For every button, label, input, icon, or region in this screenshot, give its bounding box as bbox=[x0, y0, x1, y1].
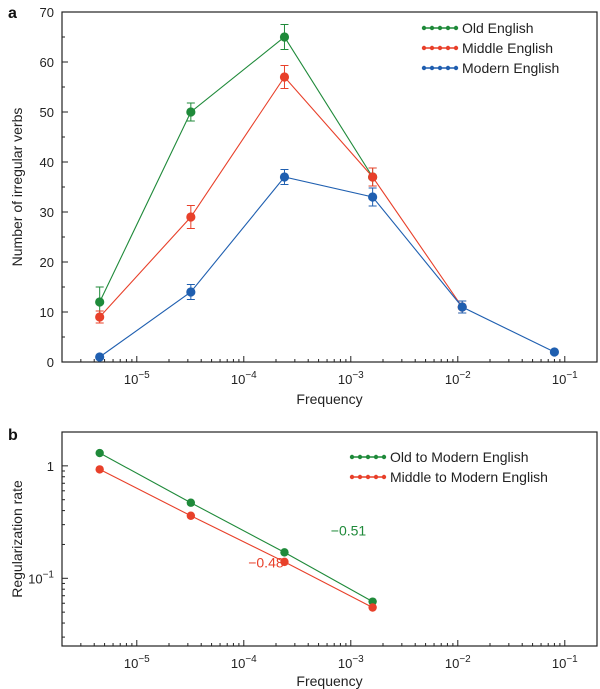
data-point bbox=[368, 192, 378, 202]
panel-a-y-tick-label: 70 bbox=[40, 5, 54, 20]
legend-swatch-dot bbox=[453, 45, 459, 51]
data-point bbox=[368, 597, 377, 606]
legend-entry: Modern English bbox=[462, 60, 559, 76]
panel-b: b 10−5 10−4 10−3 10−2 10−1 1 10−1 Frequency R… bbox=[8, 427, 598, 689]
panel-b-x-axis-title: Frequency bbox=[296, 673, 362, 689]
data-point bbox=[280, 557, 289, 567]
panel-a-x-tick-label: 10−2 bbox=[445, 370, 471, 387]
panel-b-annotations: −0.51 −0.48 bbox=[248, 523, 366, 571]
data-point bbox=[457, 302, 467, 312]
panel-b-x-tick-label: 10−5 bbox=[124, 654, 150, 671]
panel-b-x-tick-label: 10−3 bbox=[338, 654, 364, 671]
legend-swatch-dot bbox=[373, 474, 379, 480]
data-point bbox=[549, 347, 560, 357]
legend-swatch-dot bbox=[453, 65, 459, 71]
data-point bbox=[95, 297, 105, 307]
panel-b-x-tick-label: 10−1 bbox=[552, 654, 578, 671]
legend-swatch-dot bbox=[429, 25, 435, 31]
panel-a-y-tick-label: 30 bbox=[40, 205, 54, 220]
panel-a-label: a bbox=[8, 5, 17, 22]
panel-b-label: b bbox=[8, 427, 18, 444]
data-point bbox=[280, 548, 289, 557]
data-point bbox=[186, 287, 196, 297]
legend-swatch-dot bbox=[421, 65, 427, 71]
panel-a-x-tick-label: 10−1 bbox=[552, 370, 578, 387]
legend-swatch-dot bbox=[365, 454, 371, 460]
legend-swatch-dot bbox=[429, 65, 435, 71]
panel-a-y-tick-label: 10 bbox=[40, 305, 54, 320]
panel-a-x-axis-title: Frequency bbox=[296, 391, 362, 407]
legend-swatch-dot bbox=[373, 454, 379, 460]
panel-b-y-tick-label: 10−1 bbox=[28, 569, 54, 586]
panel-a-x-tick-label: 10−3 bbox=[338, 370, 364, 387]
data-point bbox=[279, 72, 290, 82]
data-point bbox=[95, 312, 105, 322]
data-point bbox=[279, 32, 290, 42]
data-point bbox=[186, 511, 196, 520]
regression-line-1 bbox=[99, 468, 373, 608]
legend-swatch-dot bbox=[421, 45, 427, 51]
series-line-0 bbox=[99, 36, 374, 303]
panel-a-y-tick-label: 60 bbox=[40, 55, 54, 70]
legend-swatch-dot bbox=[445, 25, 451, 31]
regression-line-0 bbox=[99, 452, 373, 603]
panel-a-series bbox=[95, 24, 560, 362]
legend-swatch-dot bbox=[349, 454, 355, 460]
panel-a: a 10−5 10−4 10−3 10−2 10−1 0 10 20 30 40 50 60 70 F… bbox=[8, 5, 598, 407]
panel-a-y-axis-title: Number of irregular verbs bbox=[9, 108, 25, 267]
data-point bbox=[368, 172, 378, 182]
legend-swatch-dot bbox=[453, 25, 459, 31]
data-point bbox=[95, 465, 104, 474]
data-point bbox=[186, 498, 196, 507]
legend-swatch-dot bbox=[437, 25, 443, 31]
panel-a-y-tick-label: 40 bbox=[40, 155, 54, 170]
panel-a-y-tick-label: 50 bbox=[40, 105, 54, 120]
panel-a-y-ticks: 0 10 20 30 40 50 60 70 bbox=[40, 5, 68, 370]
panel-b-legend: Old to Modern English Middle to Modern En… bbox=[349, 449, 548, 485]
legend-entry: Old to Modern English bbox=[390, 449, 529, 465]
legend-swatch-dot bbox=[437, 65, 443, 71]
legend-swatch-dot bbox=[357, 454, 363, 460]
panel-b-x-ticks: 10−5 10−4 10−3 10−2 10−1 bbox=[80, 640, 578, 671]
panel-b-series bbox=[95, 448, 377, 612]
legend-swatch-dot bbox=[381, 454, 387, 460]
legend-entry: Old English bbox=[462, 20, 534, 36]
legend-swatch-dot bbox=[357, 474, 363, 480]
data-point bbox=[95, 448, 104, 458]
panel-a-legend: Old English Middle English Modern English bbox=[421, 20, 559, 76]
slope-label: −0.48 bbox=[248, 554, 284, 570]
panel-b-x-tick-label: 10−2 bbox=[445, 654, 471, 671]
legend-swatch-dot bbox=[429, 45, 435, 51]
legend-swatch-dot bbox=[349, 474, 355, 480]
slope-label: −0.51 bbox=[331, 523, 367, 539]
panel-b-x-tick-label: 10−4 bbox=[231, 654, 257, 671]
data-point bbox=[95, 352, 105, 362]
legend-entry: Middle English bbox=[462, 40, 553, 56]
data-point bbox=[279, 172, 290, 182]
legend-swatch-dot bbox=[437, 45, 443, 51]
series-line-2 bbox=[99, 176, 555, 358]
data-point bbox=[186, 107, 196, 117]
panel-a-x-tick-label: 10−4 bbox=[231, 370, 257, 387]
legend-swatch-dot bbox=[445, 45, 451, 51]
panel-a-y-tick-label: 20 bbox=[40, 255, 54, 270]
legend-swatch-dot bbox=[421, 25, 427, 31]
legend-swatch-dot bbox=[445, 65, 451, 71]
series-line-1 bbox=[99, 76, 463, 318]
legend-entry: Middle to Modern English bbox=[390, 469, 548, 485]
panel-b-plot-frame bbox=[61, 431, 598, 647]
data-point bbox=[368, 603, 377, 612]
panel-a-x-ticks: 10−5 10−4 10−3 10−2 10−1 bbox=[80, 356, 578, 387]
legend-swatch-dot bbox=[381, 474, 387, 480]
panel-a-x-tick-label: 10−5 bbox=[124, 370, 150, 387]
panel-a-y-tick-label: 0 bbox=[47, 355, 54, 370]
panel-b-y-ticks: 1 10−1 bbox=[28, 431, 68, 638]
data-point bbox=[186, 212, 196, 222]
panel-b-y-axis-title: Regularization rate bbox=[9, 480, 25, 598]
panel-b-y-tick-label: 1 bbox=[47, 459, 54, 474]
legend-swatch-dot bbox=[365, 474, 371, 480]
